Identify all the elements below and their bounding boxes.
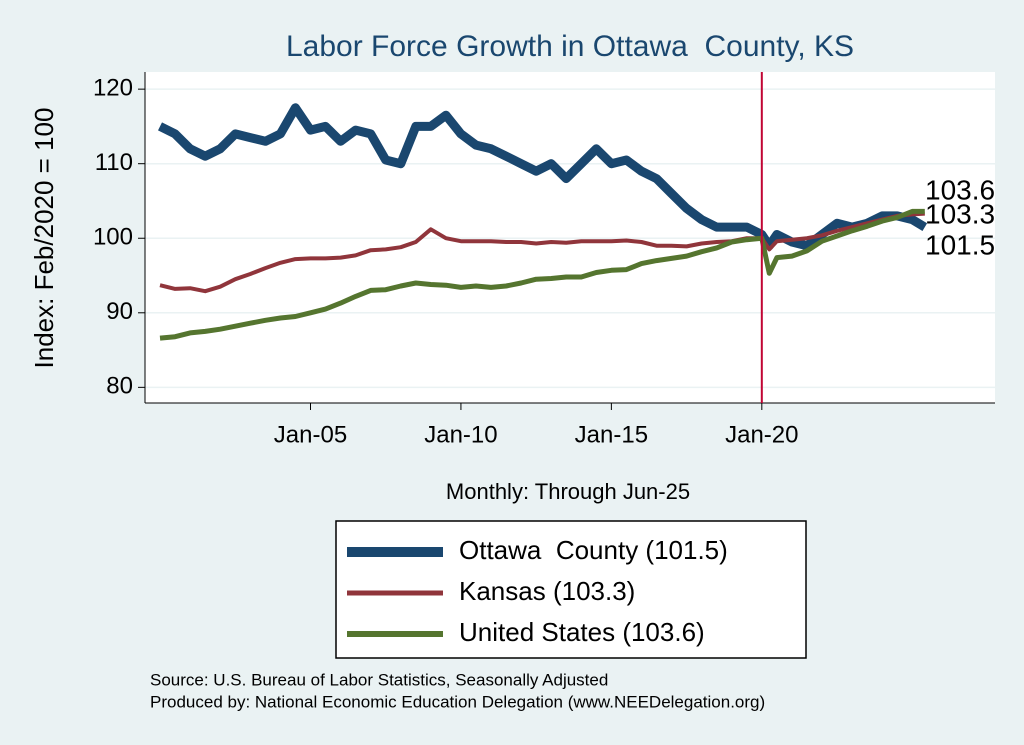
x-axis-title: Monthly: Through Jun-25: [446, 479, 690, 504]
y-tick-label: 90: [106, 298, 133, 325]
x-tick-label: Jan-05: [274, 421, 347, 448]
y-axis-title: Index: Feb/2020 = 100: [29, 108, 59, 369]
series-line: [157, 103, 928, 251]
x-tick-label: Jan-15: [575, 421, 648, 448]
x-tick-label: Jan-10: [424, 421, 497, 448]
producer-note: Produced by: National Economic Education…: [150, 692, 765, 711]
end-label: 101.5: [925, 229, 995, 260]
end-label: 103.3: [925, 198, 995, 229]
source-note: Source: U.S. Bureau of Labor Statistics,…: [150, 670, 608, 689]
legend-label: United States (103.6): [459, 617, 705, 647]
legend-label: Kansas (103.3): [459, 576, 635, 606]
series-line: [159, 211, 925, 294]
legend-label: Ottawa County (101.5): [459, 535, 728, 565]
y-tick-label: 120: [93, 74, 133, 101]
chart-title: Labor Force Growth in Ottawa County, KS: [286, 30, 854, 63]
series-line: [159, 208, 925, 341]
y-tick-label: 80: [106, 373, 133, 400]
end-label: 103.6: [925, 174, 995, 205]
y-tick-label: 100: [93, 224, 133, 251]
y-tick-label: 110: [95, 149, 133, 176]
x-tick-label: Jan-20: [725, 421, 798, 448]
